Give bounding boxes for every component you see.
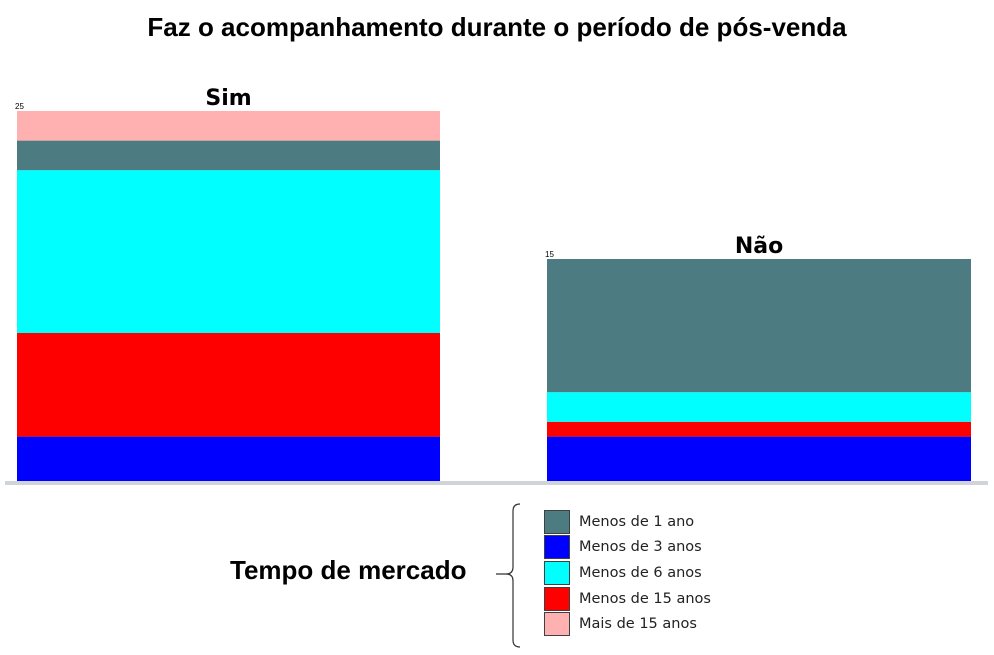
legend: Menos de 1 ano Menos de 3 anos Menos de 6 … <box>544 509 711 637</box>
bar-segment-não-1 <box>547 421 971 437</box>
legend-swatch <box>544 612 570 637</box>
legend-label: Menos de 6 anos <box>579 564 702 581</box>
legend-item: Menos de 1 ano <box>544 509 711 535</box>
category-label-0: Sim <box>205 86 251 111</box>
bar-segment-sim-3 <box>17 140 440 171</box>
legend-swatch <box>544 509 570 534</box>
x-axis-baseline <box>5 481 988 485</box>
legend-item: Mais de 15 anos <box>544 611 711 637</box>
total-label-1: 15 <box>545 250 554 259</box>
chart-title: Faz o acompanhamento durante o período d… <box>147 12 847 42</box>
bar-segment-não-0 <box>547 436 971 481</box>
bar-segment-sim-2 <box>17 170 440 333</box>
bar-segment-não-2 <box>547 392 971 422</box>
bar-segment-não-3 <box>547 259 971 393</box>
legend-item: Menos de 3 anos <box>544 535 711 561</box>
legend-label: Menos de 3 anos <box>579 539 702 556</box>
bar-segment-sim-1 <box>17 333 440 437</box>
legend-title: Tempo de mercado <box>230 555 467 585</box>
legend-swatch <box>544 586 570 611</box>
legend-swatch <box>544 560 570 585</box>
bar-segment-sim-0 <box>17 436 440 481</box>
legend-label: Menos de 1 ano <box>579 513 695 530</box>
category-label-1: Não <box>735 234 783 259</box>
total-label-0: 25 <box>15 102 24 111</box>
legend-brace <box>496 503 521 648</box>
legend-swatch <box>544 535 570 560</box>
legend-label: Menos de 15 anos <box>579 590 711 607</box>
stacked-bar-chart: Sim 25 Não 15 <box>5 86 988 485</box>
legend-item: Menos de 6 anos <box>544 560 711 586</box>
bar-segment-sim-4 <box>17 111 440 141</box>
legend-item: Menos de 15 anos <box>544 586 711 612</box>
legend-label: Mais de 15 anos <box>579 616 697 633</box>
